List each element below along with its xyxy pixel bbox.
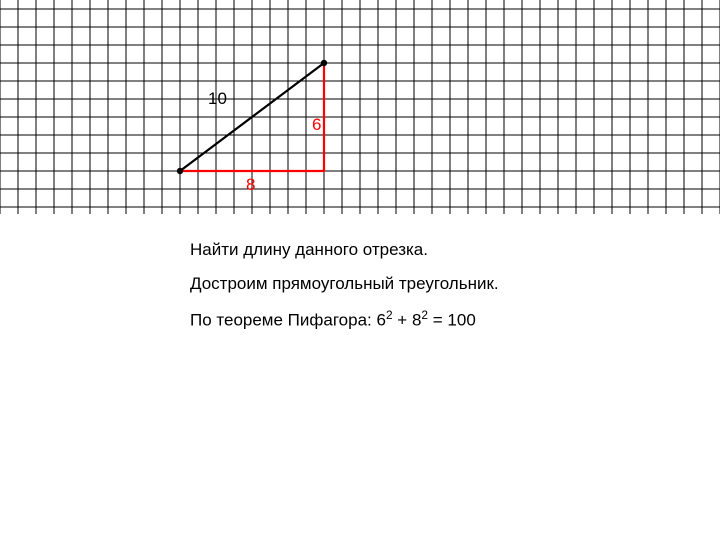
grid-svg: 10 6 8	[0, 0, 720, 214]
line3-plus: +	[393, 311, 412, 330]
text-line-2: Достроим прямоугольный треугольник.	[190, 274, 690, 294]
text-line-3: По теореме Пифагора: 62 + 82 = 100	[190, 308, 690, 331]
grid-diagram-area: 10 6 8	[0, 0, 720, 214]
line3-a: 6	[376, 311, 385, 330]
svg-text:8: 8	[246, 175, 255, 194]
svg-text:6: 6	[312, 115, 321, 134]
svg-text:10: 10	[208, 89, 227, 108]
text-line-1: Найти длину данного отрезка.	[190, 240, 690, 260]
explanation-text-area: Найти длину данного отрезка. Достроим пр…	[190, 240, 690, 345]
line3-exp1: 2	[386, 308, 393, 322]
line3-b: 8	[412, 311, 421, 330]
line3-eq: = 100	[428, 311, 476, 330]
line3-prefix: По теореме Пифагора:	[190, 311, 376, 330]
